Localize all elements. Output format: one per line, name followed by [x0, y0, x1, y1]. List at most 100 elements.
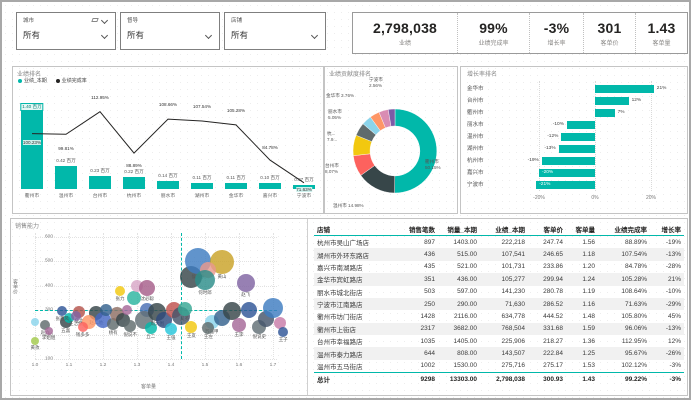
table-row[interactable]: 温州市五马街店 1002 1530.00 275,716 275.17 1.53 102.1…	[314, 360, 684, 373]
growth-bar-label: -10%	[552, 121, 564, 127]
growth-bar[interactable]	[595, 108, 615, 117]
donut-slice[interactable]	[394, 108, 437, 194]
performance-bar[interactable]	[123, 176, 145, 189]
salesperson-bubble[interactable]	[40, 319, 51, 330]
table-header-cell[interactable]: 销售笔数	[404, 222, 438, 236]
salesperson-bubble[interactable]	[232, 318, 246, 333]
table-header-cell[interactable]: 店铺	[314, 222, 404, 236]
salesperson-name-label: 王李	[234, 332, 244, 338]
y-axis-tick-label: 100	[44, 356, 53, 362]
store-slicer-dropdown[interactable]: 所有	[231, 29, 319, 41]
table-row[interactable]: 台州市幸福路店 1035 1405.00 225,906 218.27 1.36 112.9…	[314, 335, 684, 347]
table-cell: -3%	[669, 362, 681, 370]
salesperson-bubble[interactable]	[70, 311, 81, 322]
table-row[interactable]: 湖州市外环东路店 436 515.00 107,541 246.65 1.18 107.54…	[314, 248, 684, 261]
kpi-card-avg-price[interactable]: 301 客单价	[583, 13, 635, 53]
table-row[interactable]: 衢州市上街店 2317 3682.00 768,504 331.68 1.59 96.06%…	[314, 322, 684, 335]
salesperson-bubble[interactable]	[223, 302, 242, 321]
growth-bar[interactable]	[536, 180, 595, 189]
salesperson-bubble[interactable]	[273, 317, 286, 330]
growth-bar[interactable]	[595, 84, 654, 93]
performance-bar[interactable]	[21, 111, 43, 189]
table-row[interactable]: 金华市宾虹路店 351 436.00 105,277 299.94 1.24 105.28%…	[314, 273, 684, 286]
growth-bar[interactable]	[539, 168, 595, 177]
table-header-cell[interactable]: 客单量	[566, 222, 598, 236]
chevron-down-icon[interactable]	[100, 16, 109, 24]
salesperson-bubble[interactable]	[107, 318, 120, 331]
salesperson-bubble[interactable]	[195, 270, 215, 291]
salesperson-bubble[interactable]	[241, 302, 258, 319]
salesperson-bubble[interactable]	[100, 303, 113, 316]
salesperson-bubble[interactable]	[121, 304, 132, 315]
growth-bar[interactable]	[541, 156, 595, 165]
growth-bar[interactable]	[558, 144, 595, 153]
supervisor-slicer[interactable]: 督导 所有	[120, 12, 220, 50]
growth-bar[interactable]	[561, 132, 595, 141]
kpi-card-completion-rate[interactable]: 99% 业绩完成率	[457, 13, 529, 53]
performance-bar[interactable]	[55, 165, 77, 189]
store-slicer[interactable]: 店铺 所有	[224, 12, 326, 50]
table-row[interactable]: 杭州市吴山广场店 897 1403.00 222,218 247.74 1.56 88.89…	[314, 236, 684, 249]
x-axis-category-label: 宁波市	[296, 194, 312, 199]
performance-bar[interactable]	[259, 183, 281, 189]
table-row[interactable]: 温州市泰力路店 644 808.00 143,507 222.84 1.25 95.67% -…	[314, 347, 684, 360]
salesperson-bubble[interactable]	[31, 317, 39, 326]
growth-ranking-chart: 增长率排名 -20% 0% 20% 金华市 21% 台州市 12% 衢州市 7% 丽水市 -10% 温…	[460, 66, 688, 214]
table-row[interactable]: 宁波市江南路店 250 290.00 71,630 286.52 1.16 71.63% -2…	[314, 297, 684, 311]
chevron-down-icon[interactable]	[310, 31, 319, 39]
growth-bar[interactable]	[595, 96, 629, 105]
kpi-card-avg-qty[interactable]: 1.43 客单量	[635, 13, 687, 53]
salesperson-bubble[interactable]	[236, 273, 255, 292]
chevron-down-icon[interactable]	[204, 31, 213, 39]
growth-bar[interactable]	[567, 120, 595, 129]
table-row[interactable]: 丽水市城北街店 503 597.00 141,230 280.78 1.19 108.64%…	[314, 286, 684, 298]
salesperson-bubble[interactable]	[64, 313, 74, 323]
table-header-cell[interactable]: 增长率	[650, 222, 684, 236]
city-slicer[interactable]: 城市 所有	[16, 12, 116, 50]
clear-filter-icon[interactable]	[91, 18, 99, 22]
salesperson-bubble[interactable]	[31, 336, 39, 345]
bar-value-label: 0.10 百万	[260, 175, 280, 181]
kpi-card-growth-rate[interactable]: -3% 增长率	[529, 13, 583, 53]
table-cell: 597.00	[457, 288, 477, 296]
salesperson-bubble[interactable]	[115, 286, 125, 297]
salesperson-bubble[interactable]	[77, 322, 88, 333]
salesperson-bubble[interactable]	[185, 321, 198, 334]
salesperson-bubble[interactable]	[263, 297, 283, 318]
salesperson-bubble[interactable]	[278, 326, 289, 337]
table-row[interactable]: 衢州市坊门街店 1428 2116.00 634,778 444.52 1.48 105.8…	[314, 310, 684, 322]
city-slicer-dropdown[interactable]: 所有	[23, 29, 109, 41]
line-point-label: 99.81%	[58, 146, 74, 152]
salesperson-bubble[interactable]	[139, 280, 156, 297]
salesperson-bubble[interactable]	[177, 302, 192, 317]
scatter-gridline	[35, 261, 277, 263]
performance-bar[interactable]	[191, 182, 213, 189]
salesperson-bubble[interactable]	[57, 305, 68, 316]
salesperson-bubble[interactable]	[44, 326, 53, 335]
table-header-cell[interactable]: 业绩完成率	[598, 222, 650, 236]
kpi-card-performance[interactable]: 2,798,038 业绩	[353, 13, 457, 53]
table-cell: 436.00	[457, 275, 477, 283]
table-header-cell[interactable]: 客单价	[528, 222, 566, 236]
x-axis-tick-label: 1.4	[167, 363, 175, 368]
table-header-cell[interactable]: 业绩_本期	[480, 222, 528, 236]
performance-bar[interactable]	[157, 181, 179, 189]
x-axis-category-label: 台州市	[92, 194, 108, 199]
salesperson-bubble[interactable]	[165, 322, 177, 335]
performance-bar[interactable]	[225, 182, 247, 189]
table-header-cell[interactable]: 销量_本期	[438, 222, 480, 236]
salesperson-bubble[interactable]	[124, 320, 137, 333]
store-slicer-value: 所有	[231, 30, 249, 40]
salesperson-bubble[interactable]	[126, 290, 141, 305]
performance-bar[interactable]	[89, 176, 111, 189]
bar-value-label: 0.22 百万	[124, 168, 144, 174]
table-row[interactable]: 嘉兴市南湖路店 435 521.00 101,731 233.86 1.20 84.78% -…	[314, 261, 684, 273]
chevron-down-icon[interactable]	[100, 31, 109, 39]
table-cell: 台州市幸福路店	[317, 339, 363, 347]
salesperson-bubble[interactable]	[144, 322, 157, 335]
donut-slice[interactable]	[387, 108, 396, 127]
supervisor-slicer-dropdown[interactable]: 所有	[127, 29, 213, 41]
table-cell: 1.25	[582, 350, 595, 358]
table-cell: 湖州市外环东路店	[317, 252, 369, 260]
salesperson-bubble[interactable]	[202, 321, 215, 334]
